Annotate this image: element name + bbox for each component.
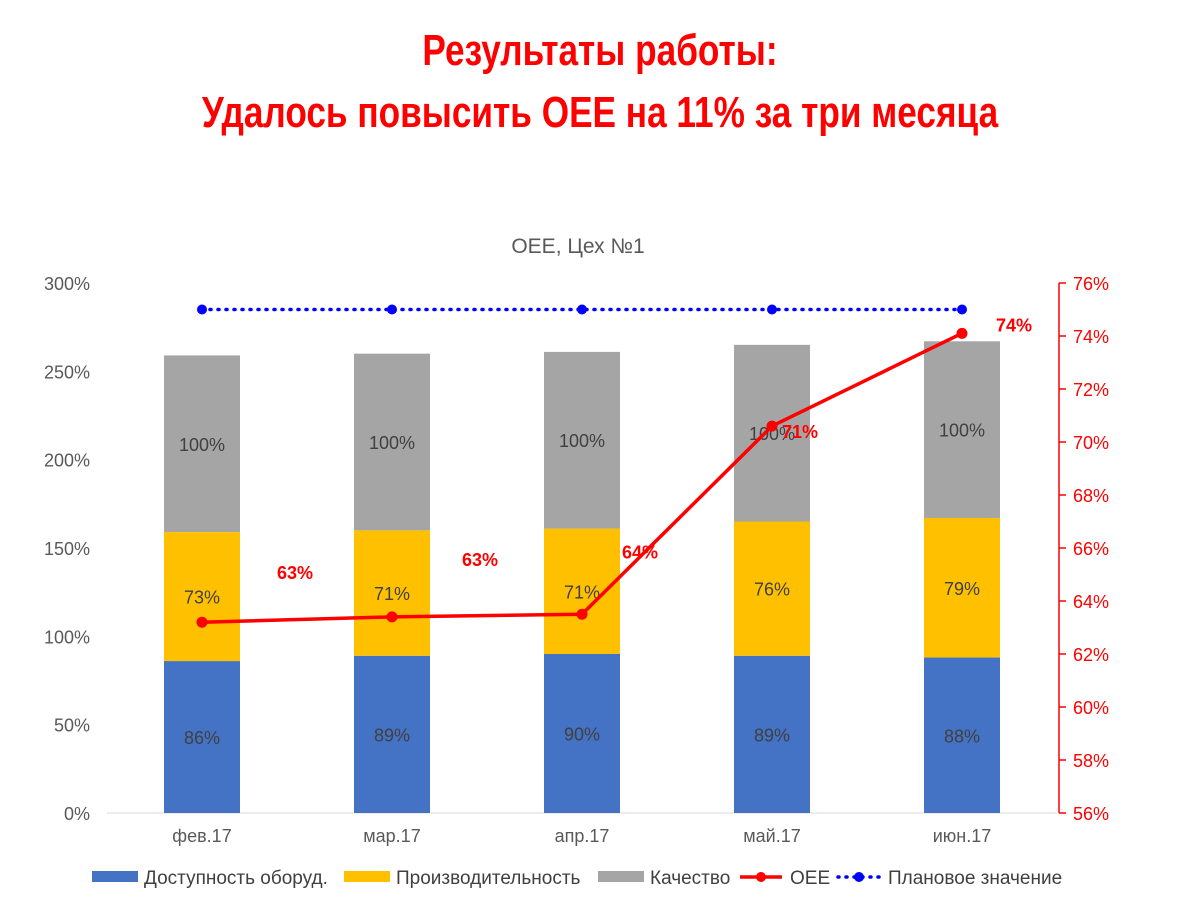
legend-marker [756,872,766,882]
oee-data-label: 71% [782,422,818,442]
oee-point [576,608,588,620]
plan-point [387,304,397,315]
x-tick-label: апр.17 [555,826,610,846]
x-tick-label: июн.17 [933,826,992,846]
y-left-tick-label: 150% [44,539,90,559]
bar-segment [734,521,810,656]
bar-segment [164,661,240,813]
bar-data-label: 90% [564,725,600,745]
legend-label: Производительность [396,868,581,889]
bar-segment [164,532,240,662]
bar-data-label: 73% [184,588,220,608]
bar-segment [734,344,810,522]
oee-data-label: 64% [622,542,658,562]
bar-data-label: 79% [944,579,980,599]
oee-point [956,327,968,339]
x-tick-label: фев.17 [172,826,231,846]
bar-segment [924,657,1000,813]
legend-swatch [92,871,138,882]
bar-data-label: 89% [374,725,410,745]
legend-label: Качество [650,868,730,889]
headline-line-2: Удалось повысить ОЕЕ на 11% за три месяц… [201,88,999,137]
oee-point [386,611,398,623]
y-left-tick-label: 0% [64,804,90,824]
y-right-tick-label: 56% [1073,804,1109,824]
oee-point [196,616,208,628]
y-right-tick-label: 62% [1073,645,1109,665]
legend-label: Доступность оборуд. [144,868,328,889]
y-right-tick-label: 74% [1073,327,1109,347]
plan-point [957,304,967,315]
legend-label: ОЕЕ [790,868,830,889]
y-right-tick-label: 66% [1073,539,1109,559]
bar-data-label: 100% [559,431,605,451]
plan-point [197,304,207,315]
oee-point [766,420,778,432]
bar-segment [924,341,1000,518]
bar-data-label: 88% [944,726,980,746]
bar-segment [544,654,620,813]
y-right-tick-label: 64% [1073,592,1109,612]
bar-data-label: 71% [564,582,600,602]
legend-swatch [344,871,390,882]
oee-data-label: 63% [277,563,313,583]
bar-data-label: 100% [179,435,225,455]
y-right-tick-label: 72% [1073,380,1109,400]
y-left-tick-label: 200% [44,451,90,471]
y-right-tick-label: 60% [1073,698,1109,718]
y-right-tick-label: 76% [1073,274,1109,294]
bar-segment [164,355,240,533]
oee-data-label: 63% [462,550,498,570]
x-tick-label: май.17 [743,826,800,846]
bar-data-label: 71% [374,584,410,604]
bar-segment [544,351,620,529]
y-right-tick-label: 70% [1073,433,1109,453]
bar-segment [734,655,810,813]
bar-data-label: 100% [369,433,415,453]
y-left-tick-label: 300% [44,274,90,294]
bar-segment [354,655,430,813]
y-right-tick-label: 58% [1073,751,1109,771]
bar-data-label: 86% [184,728,220,748]
plan-point [577,304,587,315]
bar-data-label: 89% [754,725,790,745]
bar-data-label: 76% [754,580,790,600]
bar-segment [354,353,430,531]
y-left-tick-label: 100% [44,627,90,647]
bar-segment [354,530,430,656]
legend-marker [854,872,864,882]
y-left-tick-label: 250% [44,362,90,382]
headline-line-1: Результаты работы: [422,26,778,75]
chart-title: ОЕЕ, Цех №1 [511,235,644,258]
y-left-tick-label: 50% [54,716,90,736]
oee-data-label: 74% [996,315,1032,335]
plan-point [767,304,777,315]
legend-label: Плановое значение [888,868,1062,889]
y-right-tick-label: 68% [1073,486,1109,506]
bar-segment [924,517,1000,658]
x-tick-label: мар.17 [363,826,420,846]
legend-swatch [598,871,644,882]
bar-data-label: 100% [939,421,985,441]
